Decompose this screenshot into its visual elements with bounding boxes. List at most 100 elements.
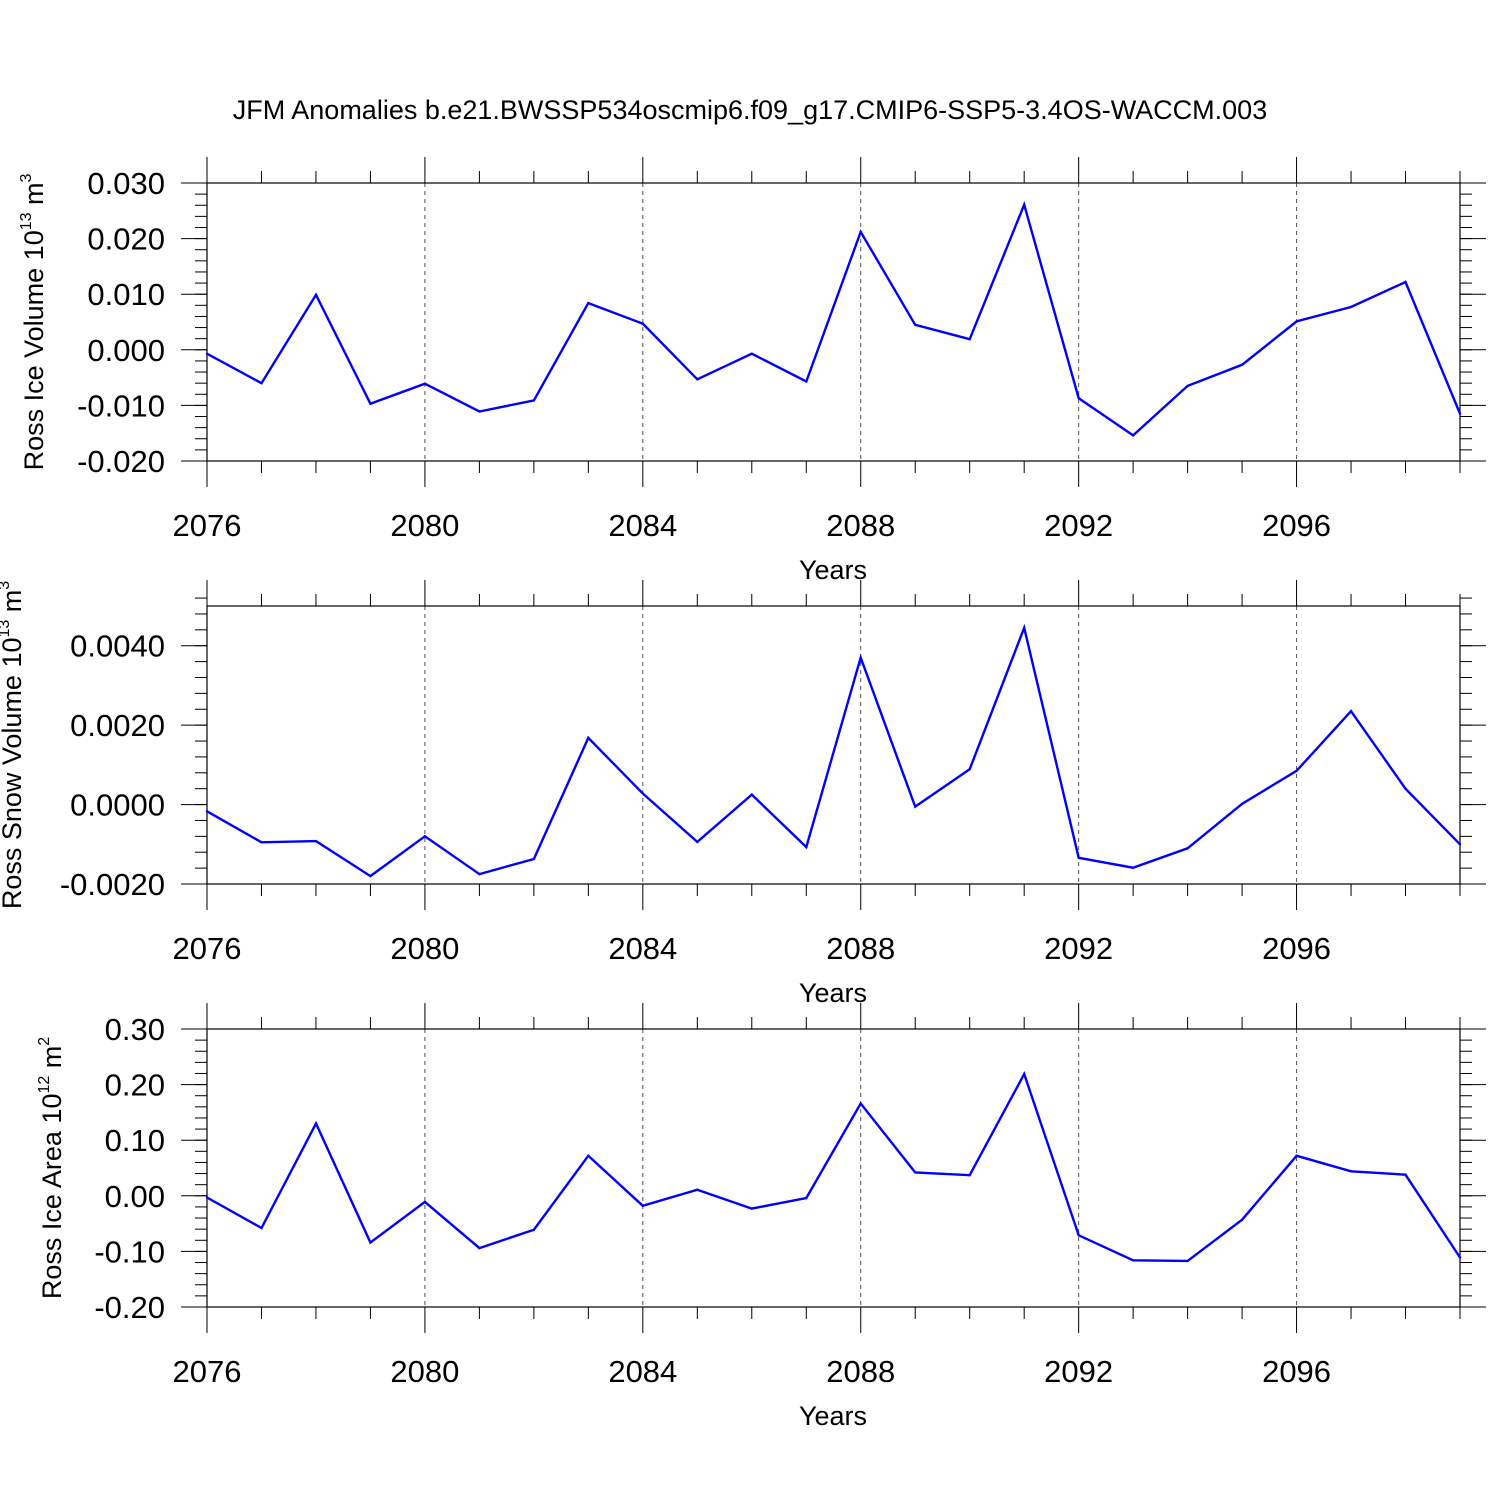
ice-area-y-axis-title: Ross Ice Area 1012 m2 bbox=[36, 1037, 67, 1299]
snow-volume-plot-frame bbox=[206, 605, 1461, 885]
ice-volume-x-tick-label: 2076 bbox=[173, 508, 242, 543]
ice-volume-data-point bbox=[205, 352, 209, 355]
ice-area-data-point bbox=[532, 1228, 536, 1231]
ice-area-data-point bbox=[1186, 1259, 1189, 1263]
ice-area-data-point bbox=[1022, 1072, 1026, 1076]
ice-volume-data-point bbox=[968, 338, 971, 341]
ice-area-data-point bbox=[914, 1171, 917, 1174]
snow-volume-data-point bbox=[1458, 843, 1462, 846]
snow-volume-data-point bbox=[587, 736, 590, 740]
ice-area-data-point bbox=[859, 1102, 862, 1105]
ice-area-plot-frame bbox=[206, 1028, 1461, 1308]
ice-area-data-point bbox=[750, 1207, 753, 1210]
ice-area-y-tick-label: -0.20 bbox=[94, 1290, 165, 1325]
snow-volume-data-point bbox=[1404, 787, 1407, 790]
ice-area-data-point bbox=[1349, 1170, 1353, 1173]
ice-area-x-tick-label: 2096 bbox=[1262, 1354, 1331, 1389]
ice-volume-panel: -0.020 -0.010 0.000 0.010 0.020 0.030 2076 2080… bbox=[18, 157, 1486, 585]
snow-volume-y-tick-label: 0.0020 bbox=[70, 708, 165, 743]
ice-volume-data-point bbox=[314, 293, 318, 296]
snow-volume-x-tick-label: 2080 bbox=[390, 931, 459, 966]
ice-area-data-point bbox=[968, 1174, 971, 1177]
ice-volume-y-tick-label: -0.010 bbox=[77, 388, 165, 423]
snow-volume-data-point bbox=[1349, 710, 1353, 713]
ice-area-panel: -0.20 -0.10 0.00 0.10 0.20 0.30 2076 2080 2084 20… bbox=[36, 1003, 1486, 1431]
ice-area-y-axis-title-unit-exponent: 2 bbox=[36, 1037, 53, 1046]
snow-volume-data-point bbox=[314, 839, 318, 843]
ice-volume-y-tick-label: 0.020 bbox=[87, 222, 165, 257]
ice-volume-y-axis-title: Ross Ice Volume 1013 m3 bbox=[18, 173, 49, 470]
snow-volume-data-point bbox=[369, 874, 372, 878]
ice-volume-x-tick-label: 2080 bbox=[390, 508, 459, 543]
ice-area-y-tick-label: -0.10 bbox=[94, 1234, 165, 1269]
snow-volume-data-point bbox=[859, 656, 862, 659]
ice-area-y-tick-label: 0.10 bbox=[105, 1123, 165, 1158]
snow-volume-data-point bbox=[532, 857, 536, 861]
ice-area-y-axis-title-exponent: 12 bbox=[36, 1076, 53, 1094]
snow-volume-data-point bbox=[478, 872, 481, 876]
ice-area-x-tick-label: 2076 bbox=[173, 1354, 242, 1389]
ice-area-data-point bbox=[1240, 1218, 1244, 1221]
snow-volume-y-tick-label: 0.0000 bbox=[70, 788, 165, 823]
snow-volume-x-tick-label: 2088 bbox=[826, 931, 895, 966]
ice-area-data-point bbox=[314, 1122, 318, 1125]
ice-volume-y-axis-title-unit: m bbox=[19, 182, 49, 212]
ice-volume-data-point bbox=[1186, 384, 1189, 388]
ice-volume-data-point bbox=[260, 381, 263, 385]
ice-volume-y-tick-label: 0.030 bbox=[87, 166, 165, 201]
snow-volume-data-point bbox=[641, 792, 645, 795]
snow-volume-y-axis-title-unit: m bbox=[0, 590, 27, 620]
ice-area-x-tick-label: 2092 bbox=[1044, 1354, 1113, 1389]
snow-volume-data-point bbox=[696, 840, 699, 844]
ice-volume-data-point bbox=[478, 410, 481, 413]
ice-area-x-tick-label: 2088 bbox=[826, 1354, 895, 1389]
ice-volume-data-point bbox=[1458, 412, 1462, 415]
ice-volume-data-point bbox=[1240, 363, 1244, 367]
ice-area-y-tick-label: 0.00 bbox=[105, 1179, 165, 1214]
ice-volume-data-point bbox=[1349, 305, 1353, 309]
snow-volume-y-axis-title: Ross Snow Volume 1013 m3 bbox=[0, 581, 27, 909]
ice-volume-data-point bbox=[1404, 280, 1407, 284]
ice-volume-series-line bbox=[206, 200, 1462, 437]
snow-volume-y-tick-label: 0.0040 bbox=[70, 629, 165, 664]
snow-volume-series-line bbox=[206, 623, 1461, 878]
ice-area-data-point bbox=[478, 1246, 481, 1250]
ice-area-data-point bbox=[1077, 1234, 1080, 1237]
ice-area-y-axis-title-text: Ross Ice Area 10 bbox=[37, 1094, 67, 1300]
ice-volume-data-point bbox=[1295, 320, 1298, 323]
ice-area-x-axis-title: Years bbox=[799, 1401, 867, 1431]
ice-volume-y-tick-label: 0.010 bbox=[87, 277, 165, 312]
snow-volume-y-axis-title-text: Ross Snow Volume 10 bbox=[0, 638, 27, 910]
ice-area-y-axis-title-unit: m bbox=[37, 1046, 67, 1076]
ice-area-data-point bbox=[1458, 1256, 1462, 1259]
snow-volume-data-point bbox=[260, 841, 263, 844]
ice-area-data-point bbox=[1404, 1173, 1407, 1176]
snow-volume-y-axis-title-unit-exponent: 3 bbox=[0, 581, 13, 590]
ice-volume-y-tick-label: -0.020 bbox=[77, 444, 165, 479]
snow-volume-data-point bbox=[1077, 856, 1080, 859]
snow-volume-y-tick-label: -0.0020 bbox=[60, 867, 165, 902]
snow-volume-x-axis-title: Years bbox=[799, 978, 867, 1008]
ice-volume-data-point bbox=[696, 378, 699, 381]
ice-area-data-point bbox=[1295, 1154, 1298, 1157]
ice-area-x-tick-label: 2080 bbox=[390, 1354, 459, 1389]
ice-volume-data-point bbox=[859, 230, 862, 234]
ice-area-data-point bbox=[423, 1200, 427, 1204]
snow-volume-data-point bbox=[750, 793, 753, 796]
ice-volume-plot-frame bbox=[206, 182, 1461, 462]
ice-volume-x-axis-title: Years bbox=[799, 555, 867, 585]
snow-volume-data-point bbox=[1131, 866, 1135, 869]
ice-area-y-tick-label: 0.30 bbox=[105, 1012, 165, 1047]
snow-volume-x-tick-label: 2076 bbox=[173, 931, 242, 966]
ice-volume-y-tick-label: 0.000 bbox=[87, 333, 165, 368]
ice-area-series-line bbox=[206, 1070, 1462, 1263]
figure-title: JFM Anomalies b.e21.BWSSP534oscmip6.f09_… bbox=[233, 95, 1267, 125]
ice-area-data-point bbox=[260, 1226, 263, 1230]
ice-volume-x-tick-label: 2092 bbox=[1044, 508, 1113, 543]
ice-area-y-tick-label: 0.20 bbox=[105, 1068, 165, 1103]
ice-area-data-point bbox=[369, 1241, 372, 1244]
snow-volume-panel: -0.0020 0.0000 0.0020 0.0040 2076 2080 2084 208… bbox=[0, 580, 1486, 1008]
snow-volume-data-point bbox=[914, 805, 917, 808]
ice-volume-x-tick-label: 2088 bbox=[826, 508, 895, 543]
ice-volume-y-axis-title-text: Ross Ice Volume 10 bbox=[19, 230, 49, 470]
